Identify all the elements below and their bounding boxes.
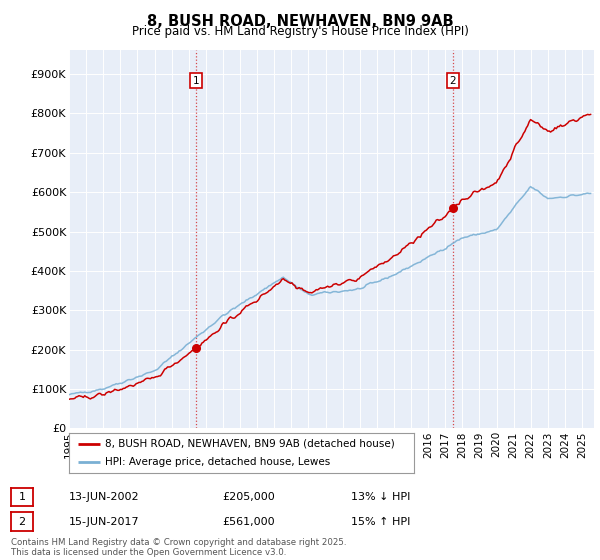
Text: HPI: Average price, detached house, Lewes: HPI: Average price, detached house, Lewe… xyxy=(105,458,331,467)
Text: £205,000: £205,000 xyxy=(222,492,275,502)
Text: Contains HM Land Registry data © Crown copyright and database right 2025.
This d: Contains HM Land Registry data © Crown c… xyxy=(11,538,346,557)
Text: 8, BUSH ROAD, NEWHAVEN, BN9 9AB: 8, BUSH ROAD, NEWHAVEN, BN9 9AB xyxy=(146,14,454,29)
Text: 2: 2 xyxy=(19,517,25,526)
Text: 15% ↑ HPI: 15% ↑ HPI xyxy=(351,517,410,527)
Text: 1: 1 xyxy=(193,76,200,86)
Text: 1: 1 xyxy=(19,492,25,502)
Text: 2: 2 xyxy=(449,76,456,86)
Text: Price paid vs. HM Land Registry's House Price Index (HPI): Price paid vs. HM Land Registry's House … xyxy=(131,25,469,38)
Text: £561,000: £561,000 xyxy=(222,517,275,527)
Text: 15-JUN-2017: 15-JUN-2017 xyxy=(69,517,140,527)
Text: 13-JUN-2002: 13-JUN-2002 xyxy=(69,492,140,502)
Text: 13% ↓ HPI: 13% ↓ HPI xyxy=(351,492,410,502)
Text: 8, BUSH ROAD, NEWHAVEN, BN9 9AB (detached house): 8, BUSH ROAD, NEWHAVEN, BN9 9AB (detache… xyxy=(105,439,395,449)
